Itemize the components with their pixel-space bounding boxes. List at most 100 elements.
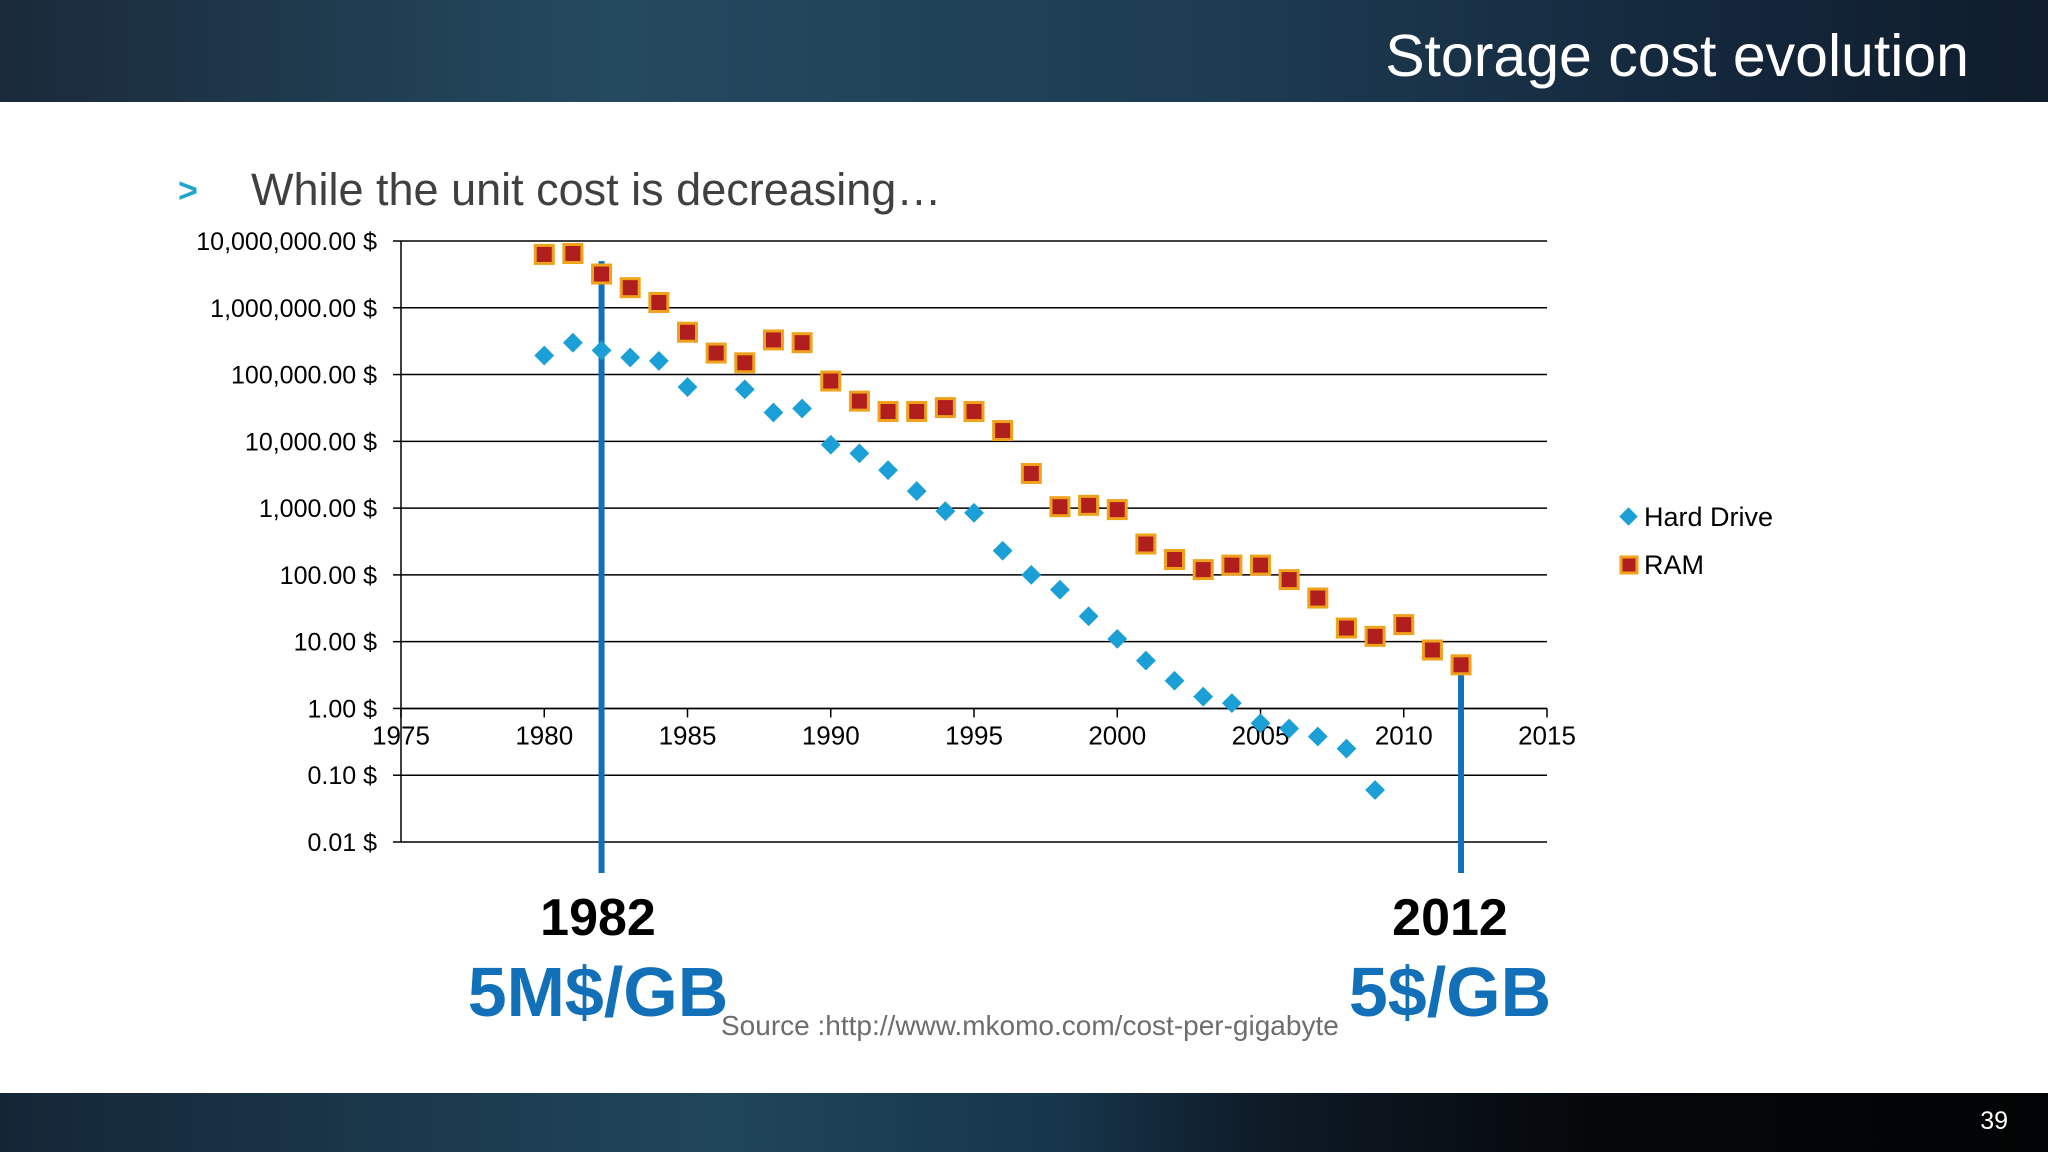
y-tick-label: 1,000.00 $ <box>259 495 377 523</box>
ram-point <box>533 243 555 265</box>
chart-axes: 0.01 $ 0.10 $ 1.00 $ 10.00 $ 100.00 $ 1,000.0… <box>196 228 1576 857</box>
hard-drive-point <box>1336 738 1357 759</box>
page-number: 39 <box>1980 1107 2008 1135</box>
slide-title: Storage cost evolution <box>1385 23 1969 89</box>
y-tick-label: 10,000,000.00 $ <box>196 228 377 256</box>
y-tick-label: 10.00 $ <box>294 629 378 657</box>
annotation-lines <box>598 261 1465 873</box>
chart-legend: Hard Drive RAM <box>1619 502 1773 580</box>
ram-point <box>648 291 670 313</box>
ram-point <box>1364 625 1386 647</box>
x-tick-label: 1990 <box>802 720 860 750</box>
hard-drive-point <box>534 345 555 366</box>
hard-drive-point <box>1136 650 1156 671</box>
y-tick-label: 1.00 $ <box>307 695 377 723</box>
title-bar <box>0 0 2048 102</box>
annotation-cost-2012: 5$/GB <box>1348 953 1552 1031</box>
x-tick-label: 1995 <box>945 720 1003 750</box>
ram-point <box>877 400 899 422</box>
hard-drive-point <box>1078 606 1099 627</box>
hard-drive-point <box>648 351 669 371</box>
hard-drive-point <box>878 460 898 481</box>
hard-drive-point <box>906 481 927 501</box>
ram-point <box>619 277 641 299</box>
ram-point <box>1278 569 1300 591</box>
hard-drive-point <box>1107 629 1128 649</box>
legend-marker-hard-drive <box>1619 507 1638 526</box>
x-tick-label: 2000 <box>1088 720 1146 750</box>
annotation-year-2012: 2012 <box>1392 889 1508 947</box>
hard-drive-point <box>820 434 841 455</box>
annotation-year-1982: 1982 <box>540 889 656 947</box>
bullet-chevron-icon: > <box>178 172 198 210</box>
ram-point <box>1135 533 1157 555</box>
hard-drive-point <box>1279 718 1300 739</box>
bullet-text: While the unit cost is decreasing… <box>251 164 942 215</box>
hard-drive-point <box>591 340 612 361</box>
hard-drive-point <box>1050 579 1070 600</box>
ram-point <box>1020 462 1042 484</box>
y-tick-label: 1,000,000.00 $ <box>210 295 377 323</box>
annotation-cost-1982: 5M$/GB <box>467 953 729 1031</box>
ram-point <box>677 321 698 343</box>
hard-drive-point <box>763 402 784 423</box>
ram-point <box>1106 499 1128 521</box>
hard-drive-point <box>1221 693 1242 714</box>
hard-drive-point <box>792 398 812 419</box>
ram-point <box>963 400 985 422</box>
ram-point <box>1164 549 1186 570</box>
source-citation: Source :http://www.mkomo.com/cost-per-gi… <box>721 1010 1339 1041</box>
y-tick-label: 100,000.00 $ <box>231 362 377 390</box>
y-tick-label: 0.01 $ <box>307 829 377 857</box>
ram-point <box>734 352 756 374</box>
ram-point <box>934 397 956 419</box>
hard-drive-point <box>1164 670 1185 691</box>
hard-drive-point <box>677 377 698 397</box>
ram-point <box>820 370 842 392</box>
hard-drive-point <box>992 540 1013 561</box>
hard-drive-point <box>734 379 755 400</box>
ram-point <box>1221 554 1243 576</box>
x-tick-label: 1985 <box>659 720 717 750</box>
hard-drive-point <box>964 502 984 523</box>
ram-point <box>791 332 813 354</box>
chart-gridlines <box>401 240 1547 843</box>
ram-point <box>1250 554 1271 576</box>
hard-drive-point <box>1365 780 1385 800</box>
hard-drive-point <box>849 443 870 464</box>
x-tick-label: 2015 <box>1518 720 1576 750</box>
legend-label-hard-drive: Hard Drive <box>1644 502 1773 532</box>
ram-point <box>591 263 613 285</box>
ram-point <box>1307 587 1329 609</box>
ram-point <box>1450 654 1472 676</box>
hard-drive-point <box>1021 564 1042 585</box>
hard-drive-point <box>563 332 583 353</box>
footer-bar <box>0 1093 2048 1152</box>
ram-point <box>1393 614 1415 636</box>
hard-drive-point <box>1307 726 1328 747</box>
y-tick-label: 100.00 $ <box>280 562 377 590</box>
series-ram <box>533 242 1472 676</box>
y-tick-label: 0.10 $ <box>307 762 377 790</box>
ram-point <box>1192 559 1214 581</box>
legend-label-ram: RAM <box>1644 550 1704 580</box>
ram-point <box>848 390 870 412</box>
ram-point <box>562 242 584 264</box>
y-tick-label: 10,000.00 $ <box>245 428 377 456</box>
hard-drive-point <box>620 347 641 368</box>
hard-drive-point <box>1250 713 1271 734</box>
ram-point <box>762 329 784 351</box>
legend-marker-ram <box>1619 555 1639 575</box>
ram-point <box>1421 639 1443 661</box>
series-hard-drive <box>534 332 1385 800</box>
ram-point <box>1078 494 1100 516</box>
x-tick-label: 1975 <box>372 720 430 750</box>
x-tick-label: 2010 <box>1375 720 1433 750</box>
ram-point <box>1049 496 1071 518</box>
ram-point <box>705 342 727 364</box>
x-tick-label: 1980 <box>515 720 573 750</box>
ram-point <box>906 400 928 422</box>
hard-drive-point <box>935 501 956 522</box>
ram-point <box>992 420 1014 442</box>
